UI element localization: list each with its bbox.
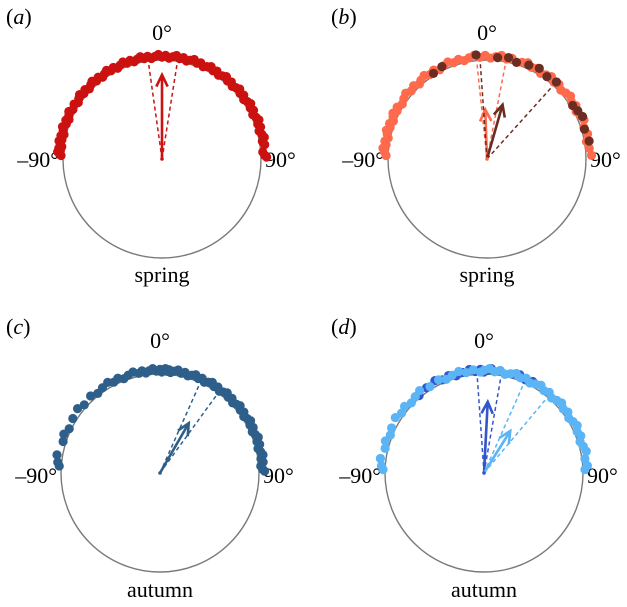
confidence-line-upper <box>161 64 178 160</box>
mean-vector-arrowhead <box>155 71 169 88</box>
confidence-line-lower <box>147 63 163 160</box>
data-point-group-2 <box>503 52 514 63</box>
data-point-group-2 <box>493 53 503 63</box>
panel-label: (a) <box>6 4 32 29</box>
confidence-line-upper <box>159 394 218 474</box>
center-point <box>485 157 489 161</box>
mean-vector-arrow <box>482 401 490 474</box>
data-point-group-2 <box>551 77 561 87</box>
data-point-group-1 <box>64 424 74 434</box>
data-point-group-2 <box>579 124 590 134</box>
season-label: autumn <box>127 577 193 602</box>
data-point <box>261 152 272 162</box>
data-point-group-1 <box>72 404 83 414</box>
season-label: spring <box>460 262 515 287</box>
tick-label-90: 90° <box>587 463 618 488</box>
data-point-group-1 <box>68 413 78 424</box>
data-point-group-2 <box>437 62 447 72</box>
data-point-group-2 <box>433 375 444 385</box>
confidence-line-upper <box>486 64 507 160</box>
data-point-group-2 <box>399 401 410 411</box>
data-point-group-1 <box>86 391 96 401</box>
data-point-group-2 <box>428 68 439 78</box>
confidence-line-lower <box>476 377 485 474</box>
tick-label-minus-90: –90° <box>341 147 384 172</box>
data-point-group-2 <box>468 365 478 375</box>
mean-vector-arrowhead <box>177 420 191 437</box>
data-point-group-1 <box>584 143 594 153</box>
data-point-group-2 <box>471 50 481 60</box>
data-point-group-2 <box>380 443 390 453</box>
panel-c: (c) 0° –90° 90° autumn <box>6 314 294 602</box>
data-point-group-1 <box>52 450 62 460</box>
tick-label-0: 0° <box>477 20 497 45</box>
confidence-line-lower <box>483 384 524 474</box>
confidence-line-lower <box>159 384 200 474</box>
tick-label-minus-90: –90° <box>16 147 59 172</box>
confidence-line-lower <box>479 63 488 160</box>
panel-d: (d) 0° –90° 90° autumn <box>331 314 618 602</box>
mean-vector-arrow <box>482 430 512 474</box>
mean-vector-arrowhead <box>492 101 507 118</box>
data-point-group-2 <box>580 464 590 475</box>
data-point-group-2 <box>542 71 552 82</box>
tick-label-90: 90° <box>263 463 294 488</box>
confidence-line-upper <box>486 87 552 160</box>
data-point-group-2 <box>387 423 397 433</box>
data-point-group-2 <box>580 454 590 464</box>
mean-vector-arrowhead <box>478 106 493 122</box>
mean-vector-arrowhead <box>498 428 512 445</box>
confidence-line-upper <box>483 378 502 474</box>
data-point-group-2 <box>375 453 386 464</box>
panel-a: (a)0°–90° 90°spring <box>6 4 296 287</box>
data-point-group-1 <box>53 457 63 467</box>
data-point-group-2 <box>454 366 464 377</box>
data-point-group-1 <box>58 436 68 447</box>
panel-label: (d) <box>331 314 357 339</box>
data-point-group-2 <box>511 57 522 68</box>
data-point-group-2 <box>534 63 544 74</box>
center-point <box>158 471 162 475</box>
panel-label: (b) <box>331 4 357 29</box>
data-point-group-2 <box>425 381 435 392</box>
center-point <box>160 157 164 161</box>
tick-label-minus-90: –90° <box>338 463 381 488</box>
data-point-group-2 <box>577 111 588 122</box>
data-point <box>260 139 270 150</box>
mean-vector-arrow <box>158 422 190 474</box>
season-label: autumn <box>451 577 517 602</box>
data-point-group-1 <box>259 466 270 476</box>
tick-label-0: 0° <box>150 328 170 353</box>
tick-label-0: 0° <box>474 328 494 353</box>
panel-label: (c) <box>6 314 30 339</box>
data-point-group-2 <box>385 430 395 440</box>
confidence-line-upper <box>483 398 547 474</box>
tick-label-90: 90° <box>590 147 621 172</box>
tick-label-0: 0° <box>152 20 172 45</box>
season-label: spring <box>135 262 190 287</box>
mean-vector-arrow <box>485 104 504 160</box>
data-point-group-1 <box>79 400 89 410</box>
mean-vector-arrowhead <box>480 398 494 415</box>
data-point-group-2 <box>584 136 594 146</box>
center-point <box>482 471 486 475</box>
data-point-group-2 <box>415 385 425 396</box>
panel-b: (b) 0° –90° 90° spring <box>331 4 621 287</box>
tick-label-minus-90: –90° <box>14 463 57 488</box>
data-point-group-2 <box>524 60 534 70</box>
data-point-group-1 <box>586 150 597 160</box>
data-point-group-2 <box>376 461 387 471</box>
data-point-group-2 <box>581 446 591 456</box>
